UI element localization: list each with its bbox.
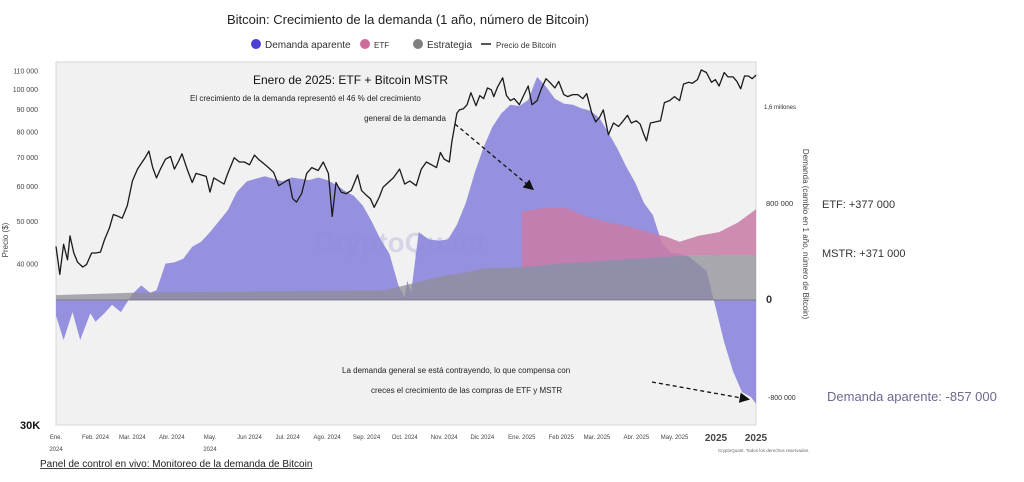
y-left-tick-label: 50 000 (17, 219, 39, 226)
annotation-text: La demanda general se está contrayendo, … (342, 366, 570, 375)
side-label-demanda: Demanda aparente: -857 000 (827, 389, 997, 404)
x-tick-label: Ene. (50, 435, 63, 441)
series-etf (521, 207, 756, 268)
series-demanda-aparente (56, 76, 756, 404)
annotation-text: creces el crecimiento de las compras de … (371, 386, 562, 395)
series-estrategia (56, 255, 756, 300)
legend-swatch (413, 39, 423, 49)
y-right-tick-label: 800 000 (766, 199, 793, 208)
y-left-axis-label: Precio ($) (1, 222, 10, 257)
x-tick-label: Abr. 2025 (624, 435, 650, 441)
legend-label: Demanda aparente (265, 40, 351, 51)
x-tick-label: Abr. 2024 (159, 435, 185, 441)
x-tick-label: Dic 2024 (471, 435, 495, 441)
y-left-tick-label: 40 000 (17, 262, 39, 269)
y-left-tick-label: 110 000 (13, 69, 38, 76)
x-tick-label: Jun 2024 (237, 435, 262, 441)
legend-item-4: Precio de Bitcoin (481, 41, 556, 50)
x-tick-label: May. (204, 435, 217, 441)
annotation-text: El crecimiento de la demanda representó … (190, 94, 421, 103)
x-tick-label: Oct. 2024 (392, 435, 419, 441)
legend-label: ETF (374, 41, 389, 50)
annotation-arrow (651, 381, 751, 403)
x-tick-label: 2025 (705, 433, 728, 444)
series-precio-bitcoin (55, 69, 757, 276)
legend-item-2: ETF (360, 39, 389, 50)
x-tick-label: Sep. 2024 (353, 435, 381, 441)
side-label-mstr: MSTR: +371 000 (822, 248, 905, 260)
y-left-tick-label: 80 000 (17, 129, 39, 136)
annotation-text: general de la demanda (364, 114, 446, 123)
legend-label: Estrategia (427, 40, 472, 51)
x-tick-label: 2025 (745, 433, 768, 444)
chart-title: Bitcoin: Crecimiento de la demanda (1 añ… (227, 12, 589, 27)
annotation-title: Enero de 2025: ETF + Bitcoin MSTR (253, 73, 448, 87)
y-right-tick-label: -800 000 (768, 395, 796, 402)
x-tick-label: Feb. 2024 (82, 435, 110, 441)
legend-label: Precio de Bitcoin (496, 41, 556, 50)
x-tick-label: Feb 2025 (549, 435, 575, 441)
x-tick-label: Mar. 2025 (584, 435, 611, 441)
x-tick-label: May. 2025 (661, 435, 689, 441)
y-left-tick-label: 100 000 (13, 87, 38, 94)
x-tick-label: Ago. 2024 (313, 435, 341, 441)
legend-item-1: Demanda aparente (251, 39, 351, 51)
x-tick-label: Nov. 2024 (431, 435, 459, 441)
y-right-tick-label: 0 (766, 294, 772, 306)
x-tick-sublabel: 2024 (203, 447, 217, 453)
y-left-tick-label: 60 000 (17, 184, 39, 191)
y-left-tick-label: 90 000 (17, 107, 39, 114)
x-tick-sublabel: 2024 (49, 447, 63, 453)
side-label-etf: ETF: +377 000 (822, 199, 895, 211)
legend-swatch (251, 39, 261, 49)
legend-swatch (360, 39, 370, 49)
dashboard-link[interactable]: Panel de control en vivo: Monitoreo de l… (40, 459, 313, 470)
y-right-tick-label: 1,6 millones (764, 105, 796, 111)
y-left-tick-label: 70 000 (17, 155, 39, 162)
y-right-axis-label: Demanda (cambio en 1 año, número de Bitc… (801, 149, 810, 320)
copyright-text: CryptoQuant. Todos los derechos reservad… (718, 448, 809, 453)
x-tick-label: Jul. 2024 (275, 435, 300, 441)
x-tick-label: Ene. 2025 (508, 435, 536, 441)
x-tick-label: Mar. 2024 (119, 435, 146, 441)
legend-item-3: Estrategia (413, 39, 472, 51)
annotation-arrow (454, 123, 534, 191)
y-left-tick-label: 30K (20, 420, 40, 432)
